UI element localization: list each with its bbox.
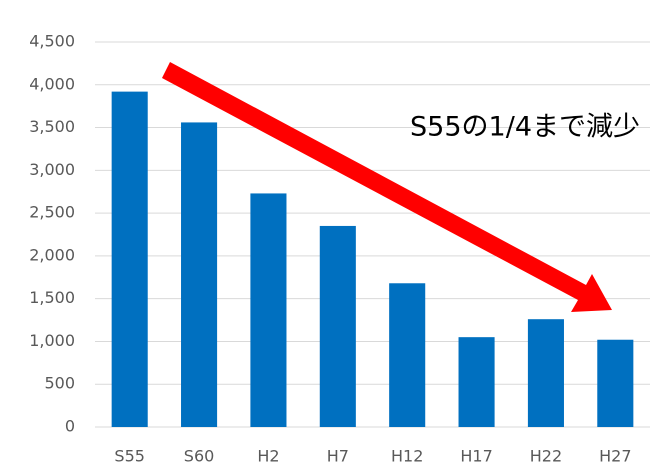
bar — [527, 319, 564, 427]
y-tick-label: 2,500 — [29, 203, 75, 222]
x-tick-label: H2 — [257, 447, 279, 466]
grid — [95, 41, 650, 428]
y-tick-label: 0 — [65, 417, 75, 436]
x-tick-label: H22 — [530, 447, 562, 466]
x-tick-label: H17 — [460, 447, 492, 466]
bar — [458, 337, 495, 427]
y-tick-label: 4,500 — [29, 32, 75, 51]
x-tick-label: S55 — [114, 447, 145, 466]
y-tick-label: 4,000 — [29, 74, 75, 93]
y-tick-label: 1,000 — [29, 331, 75, 350]
x-tick-label: S60 — [184, 447, 215, 466]
bar — [250, 193, 287, 427]
annotation: S55の1/4まで減少 — [410, 112, 640, 143]
x-tick-label: H12 — [391, 447, 423, 466]
y-tick-label: 3,000 — [29, 160, 75, 179]
x-tick-label: H7 — [327, 447, 349, 466]
bar — [181, 122, 218, 427]
y-tick-label: 500 — [44, 374, 75, 393]
y-tick-label: 3,500 — [29, 117, 75, 136]
x-tick-label: H27 — [599, 447, 631, 466]
bar — [319, 225, 356, 427]
bars — [111, 91, 634, 427]
bar — [111, 91, 148, 427]
bar — [597, 339, 634, 427]
y-tick-label: 1,500 — [29, 288, 75, 307]
y-tick-label: 2,000 — [29, 245, 75, 264]
arrow — [162, 62, 612, 312]
bar — [389, 283, 426, 427]
